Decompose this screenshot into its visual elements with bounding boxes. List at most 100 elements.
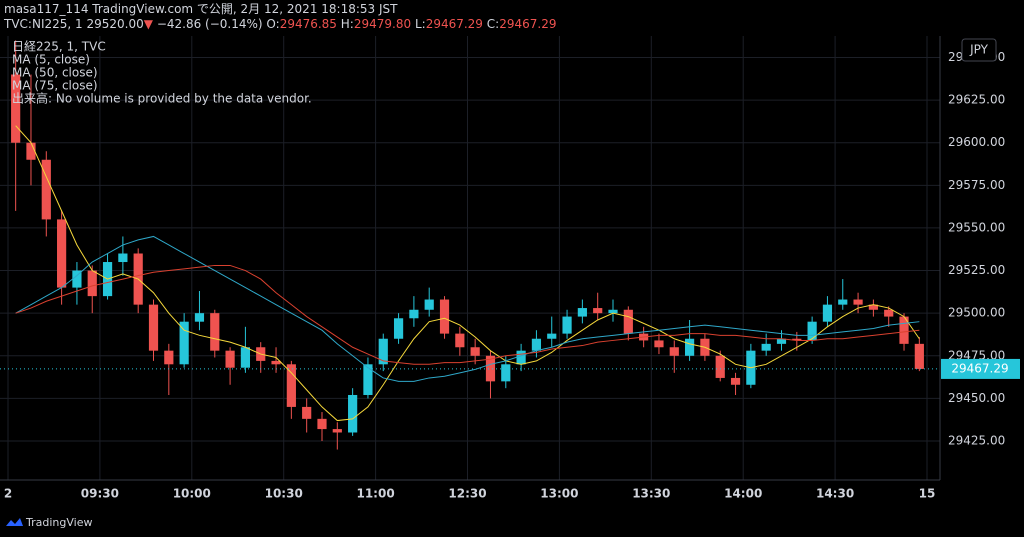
candle-body	[424, 299, 434, 310]
candle-body	[118, 253, 128, 263]
ohlc-value: 29467.29	[425, 17, 483, 31]
candle-body	[439, 299, 450, 334]
x-tick-label: 13:00	[540, 487, 578, 501]
candle-body	[11, 74, 21, 143]
legend-entry: MA (50, close)	[12, 66, 98, 80]
candle-body	[57, 219, 67, 288]
legend-entry: MA (75, close)	[12, 79, 98, 93]
x-tick-label: 11:00	[356, 487, 394, 501]
y-tick-label: 29525.00	[948, 263, 1005, 277]
candle-body	[547, 333, 557, 339]
candle-body	[608, 309, 618, 314]
candle-body	[884, 309, 894, 317]
candle-body	[838, 299, 848, 305]
candle-body	[776, 338, 787, 344]
arrow: ▼	[143, 17, 153, 31]
candle-body	[684, 338, 695, 356]
candle-body	[409, 309, 419, 319]
candle-body	[210, 313, 220, 351]
logo-icon	[6, 518, 23, 526]
ohlc-value: 29467.29	[499, 17, 557, 31]
candle-body	[669, 347, 679, 356]
candle-body	[393, 318, 404, 339]
candle-body	[148, 304, 159, 351]
candle-body	[332, 429, 342, 433]
candle-body	[577, 308, 587, 317]
plot	[0, 40, 940, 450]
ohlc-label: O:	[266, 17, 280, 31]
candle-body	[807, 321, 817, 341]
ma-line	[15, 264, 920, 365]
candle-body	[302, 406, 312, 419]
y-tick-label: 29450.00	[948, 391, 1005, 405]
brand: TradingView	[25, 516, 92, 529]
volume-note: 出来高: No volume is provided by the data v…	[12, 91, 312, 106]
symbol: TVC:NI225, 1	[4, 17, 83, 31]
candle-body	[26, 142, 36, 160]
candle-body	[593, 308, 603, 314]
candle-body	[623, 309, 633, 334]
x-tick-label: 2	[4, 487, 12, 501]
candle-body	[41, 159, 51, 220]
candle-body	[868, 304, 878, 310]
x-tick-label: 12:30	[448, 487, 486, 501]
ohlc-value: 29479.80	[353, 17, 412, 31]
candle-body	[853, 299, 863, 305]
quote-line: TVC:NI225, 1 29520.00▼ −42.86 (−0.14%) O…	[4, 17, 556, 32]
ohlc-label: C:	[486, 17, 500, 31]
ma-line	[15, 235, 920, 382]
candle-body	[348, 394, 358, 433]
y-tick-label: 29575.00	[948, 178, 1005, 192]
candle-body	[501, 364, 511, 382]
candle-body	[654, 340, 664, 348]
y-tick-label: 29500.00	[948, 306, 1005, 320]
x-tick-label: 10:30	[265, 487, 303, 501]
candle-body	[761, 343, 771, 351]
x-tick-label: 10:00	[173, 487, 211, 501]
candle-body	[87, 270, 97, 297]
candle-body	[72, 270, 82, 288]
legend-title: 日経225, 1, TVC	[12, 40, 106, 54]
candle-body	[562, 316, 572, 334]
x-tick-label: 14:00	[724, 487, 762, 501]
candle-body	[485, 355, 496, 382]
footer-logo: TradingView	[6, 516, 92, 529]
x-tick-label: 13:30	[632, 487, 670, 501]
y-tick-label: 29550.00	[948, 220, 1005, 234]
candle-body	[271, 360, 281, 365]
x-tick-label: 09:30	[81, 487, 119, 501]
x-tick-label: 14:30	[816, 487, 854, 501]
candle-body	[715, 355, 725, 378]
change: −42.86 (−0.14%)	[156, 17, 263, 31]
candle-body	[225, 350, 235, 368]
candle-body	[531, 338, 542, 351]
last-price-box	[941, 358, 1020, 379]
ohlc-label: H:	[340, 17, 354, 31]
last-price-label: 29467.29	[951, 361, 1008, 375]
axes: 29425.00 29450.00 29475.00 29500.00 29525.00…	[4, 50, 1020, 501]
ohlc-value: 29476.85	[279, 17, 337, 31]
candle-body	[164, 350, 174, 365]
publisher: masa117_114 TradingView.com で公開, 2月 12, …	[4, 2, 398, 16]
last: 29520.00	[86, 17, 144, 31]
candle-body	[194, 313, 205, 322]
candle-body	[470, 347, 480, 356]
candle-body	[286, 364, 296, 407]
candle-body	[730, 377, 741, 385]
ohlc-label: L:	[414, 17, 426, 31]
candle-body	[317, 418, 327, 430]
candle-body	[822, 304, 833, 322]
currency[interactable]: JPY	[969, 43, 989, 57]
y-tick-label: 29425.00	[948, 434, 1005, 448]
candle-body	[240, 347, 251, 368]
currency-button[interactable]	[961, 38, 997, 62]
ma-line	[15, 125, 920, 422]
candle-body	[914, 343, 924, 369]
candle-body	[899, 316, 909, 344]
legend-entry: MA (5, close)	[12, 53, 90, 67]
header: masa117_114 TradingView.com で公開, 2月 12, …	[4, 2, 556, 32]
x-tick-label: 15	[919, 487, 936, 501]
